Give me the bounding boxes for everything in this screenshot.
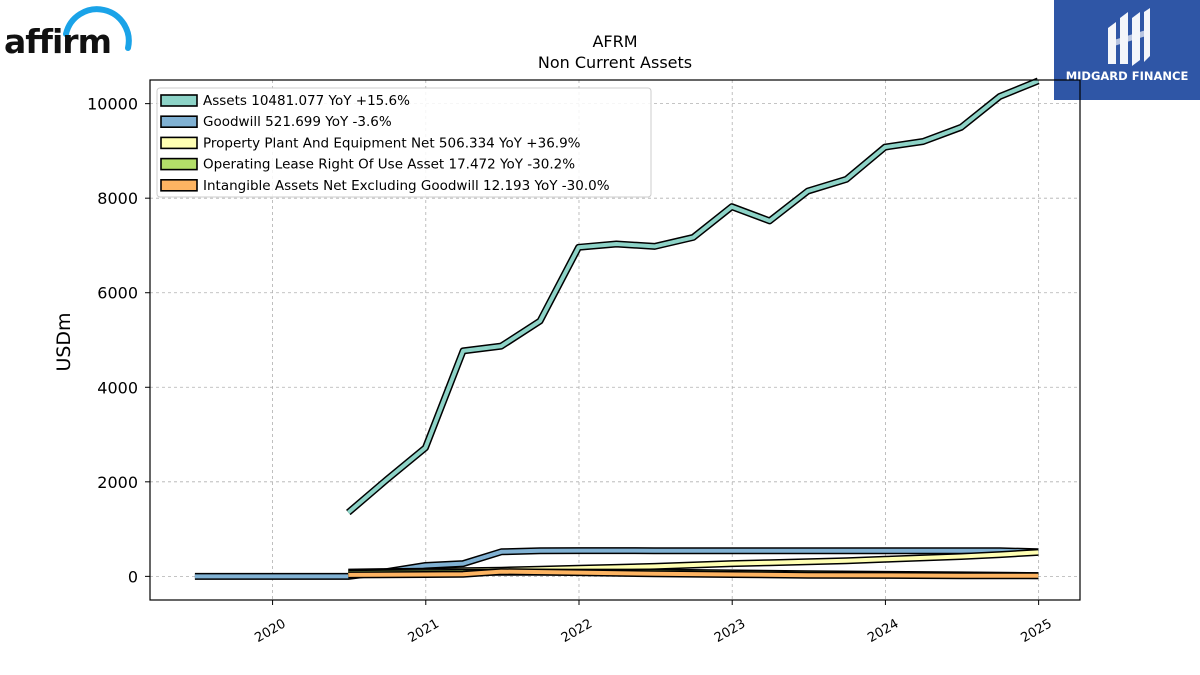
affirm-logo: affirm [4,4,134,61]
x-tick-label: 2025 [1018,616,1054,646]
legend: Assets 10481.077 YoY +15.6% Goodwill 521.… [156,87,652,198]
y-axis: 0 2000 4000 6000 8000 10000 [87,95,150,586]
legend-swatch [160,179,198,192]
x-tick-label: 2021 [406,616,442,646]
y-tick-label: 2000 [97,473,138,492]
affirm-arc-icon [63,6,132,51]
series-0 [346,77,1040,516]
legend-swatch [160,136,198,150]
x-axis: 2020 2021 2022 2023 2024 2025 [252,600,1055,646]
series-line [347,79,1039,515]
chart-subtitle: Non Current Assets [538,53,692,72]
y-tick-label: 10000 [87,95,138,114]
legend-swatch [160,94,198,107]
y-tick-label: 4000 [97,378,138,397]
legend-swatch [160,115,198,128]
series-line [194,548,1039,579]
x-tick-label: 2023 [712,616,748,646]
chart-title: AFRM [592,32,637,51]
legend-entry: Assets 10481.077 YoY +15.6% [203,93,410,109]
series-line [348,569,1039,578]
legend-entry: Goodwill 521.699 YoY -3.6% [203,114,392,130]
plot-frame [149,79,1081,601]
midgard-emblem-icon [1108,8,1150,66]
x-tick-label: 2020 [252,616,288,646]
y-axis-label: USDm [53,312,75,371]
y-tick-label: 8000 [97,189,138,208]
x-tick-label: 2022 [559,616,595,646]
midgard-finance-logo: MIDGARD FINANCE [1054,0,1200,100]
legend-entry: Intangible Assets Net Excluding Goodwill… [203,178,610,194]
legend-swatch [160,157,198,171]
series-layer [194,77,1040,580]
legend-box [156,87,652,198]
affirm-logo-text: affirm [4,22,112,61]
legend-entry: Property Plant And Equipment Net 506.334… [203,135,581,151]
legend-entry: Operating Lease Right Of Use Asset 17.47… [203,157,575,173]
y-tick-label: 0 [128,567,138,586]
series-4 [348,568,1039,580]
series-1 [194,547,1039,580]
x-tick-label: 2024 [865,616,901,646]
midgard-finance-text: MIDGARD FINANCE [1065,69,1189,83]
y-tick-label: 6000 [97,284,138,303]
